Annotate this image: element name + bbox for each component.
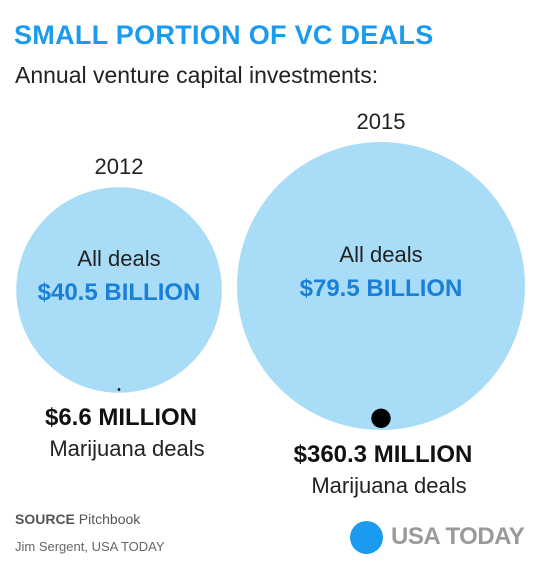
- logo-text: USA TODAY: [391, 523, 525, 550]
- marijuana-label-2012: Marijuana deals: [49, 436, 204, 461]
- year-label-2012: 2012: [95, 154, 144, 179]
- year-label-2015: 2015: [357, 109, 406, 134]
- marijuana-value-2012: $6.6 MILLION: [45, 404, 197, 431]
- all-deals-value-2015: $79.5 BILLION: [300, 275, 463, 302]
- all-deals-label-2012: All deals: [77, 246, 160, 271]
- marijuana-deals-dot-2012: [117, 388, 121, 391]
- usa-today-dot-icon: [350, 520, 383, 554]
- marijuana-value-2015: $360.3 MILLION: [294, 441, 473, 468]
- all-deals-value-2012: $40.5 BILLION: [38, 279, 201, 306]
- source-name: Pitchbook: [78, 511, 141, 527]
- chart-title: SMALL PORTION OF VC DEALS: [14, 20, 434, 50]
- source-line: SOURCE Pitchbook: [15, 511, 140, 527]
- bubble-chart: 2012 All deals $40.5 BILLION $6.6 MILLION Ma…: [16, 109, 525, 498]
- all-deals-bubble-2012: [16, 187, 222, 393]
- source-label: SOURCE: [15, 511, 75, 527]
- usa-today-logo: USA TODAY: [350, 520, 525, 554]
- chart-subtitle: Annual venture capital investments:: [15, 62, 379, 88]
- marijuana-label-2015: Marijuana deals: [311, 473, 466, 498]
- all-deals-label-2015: All deals: [339, 242, 422, 267]
- marijuana-deals-dot-2015: [371, 408, 391, 428]
- credit-line: Jim Sergent, USA TODAY: [15, 539, 165, 554]
- all-deals-bubble-2015: [237, 142, 525, 430]
